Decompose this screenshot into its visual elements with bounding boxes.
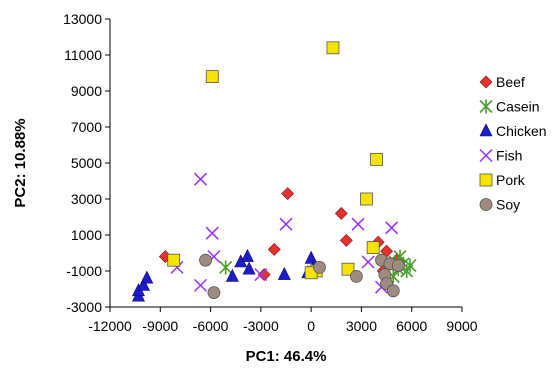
series-pork — [167, 41, 383, 280]
legend-label-chicken: Chicken — [496, 123, 547, 139]
point-soy — [349, 269, 363, 283]
point-chicken — [242, 261, 256, 275]
point-beef — [257, 268, 271, 282]
legend: Beef Casein Chicken Fish Pork Soy — [479, 74, 547, 213]
x-tick-label: -9000 — [142, 318, 178, 334]
point-pork — [205, 70, 219, 83]
point-chicken — [277, 266, 291, 280]
legend-marker-fish — [479, 148, 493, 163]
point-soy — [207, 286, 221, 300]
point-fish — [193, 278, 208, 292]
data-points — [132, 41, 417, 302]
y-tick-label: 1000 — [71, 227, 102, 243]
point-pork — [370, 152, 383, 166]
legend-item-casein: Casein — [479, 99, 540, 115]
x-tick-label: 9000 — [446, 318, 477, 334]
point-chicken — [240, 248, 254, 262]
legend-label-casein: Casein — [496, 99, 540, 115]
point-soy — [386, 284, 400, 298]
legend-item-soy: Soy — [479, 197, 520, 213]
point-chicken — [140, 270, 154, 284]
point-chicken — [137, 277, 151, 291]
y-tick-label: 13000 — [63, 11, 102, 27]
point-fish — [351, 217, 365, 231]
x-axis-title: PC1: 46.4% — [246, 348, 327, 365]
point-pork — [167, 253, 181, 267]
y-tick-label: 5000 — [71, 155, 102, 171]
x-tick-label: 3000 — [346, 318, 377, 334]
legend-label-pork: Pork — [496, 172, 526, 188]
point-soy — [199, 253, 212, 267]
point-pork — [360, 192, 373, 206]
x-tick-label: -6000 — [193, 318, 229, 334]
x-tick-label: 0 — [307, 318, 315, 334]
axes: -3000 -1000 1000 3000 5000 7000 9000 11000 13000… — [63, 11, 478, 334]
point-pork — [341, 262, 355, 276]
y-tick-label: 3000 — [71, 191, 102, 207]
point-fish — [254, 268, 268, 282]
legend-marker-beef — [479, 75, 493, 89]
point-fish — [385, 221, 399, 235]
point-fish — [193, 172, 208, 186]
point-soy — [391, 259, 405, 273]
y-tick-label: -3000 — [66, 299, 102, 315]
legend-item-beef: Beef — [479, 74, 525, 90]
y-axis-title: PC2: 10.88% — [12, 118, 29, 207]
legend-label-beef: Beef — [496, 74, 525, 90]
legend-item-fish: Fish — [479, 148, 522, 164]
point-beef — [267, 242, 281, 256]
point-fish — [361, 255, 375, 269]
point-beef — [334, 206, 348, 220]
point-beef — [281, 187, 295, 201]
y-tick-label: 9000 — [71, 83, 102, 99]
x-tick-label: -12000 — [88, 318, 132, 334]
legend-label-fish: Fish — [496, 148, 522, 164]
y-tick-label: 11000 — [64, 47, 102, 63]
y-tick-label: 7000 — [71, 119, 102, 135]
series-fish — [170, 172, 399, 294]
point-casein — [403, 258, 417, 273]
point-beef — [339, 233, 353, 247]
legend-marker-casein — [479, 99, 493, 114]
legend-marker-soy — [479, 198, 493, 211]
point-fish — [205, 226, 219, 240]
point-chicken — [225, 268, 239, 282]
point-soy — [313, 260, 326, 274]
y-tick-label: -1000 — [66, 263, 102, 279]
legend-item-chicken: Chicken — [479, 123, 547, 139]
x-tick-label: -3000 — [243, 318, 279, 334]
x-tick-label: 6000 — [396, 318, 427, 334]
legend-marker-pork — [479, 173, 493, 187]
series-soy — [199, 253, 405, 300]
legend-label-soy: Soy — [496, 197, 520, 213]
point-fish — [279, 217, 293, 231]
legend-marker-chicken — [479, 123, 493, 137]
legend-item-pork: Pork — [479, 172, 526, 188]
point-pork — [326, 41, 340, 55]
point-chicken — [304, 250, 318, 264]
point-casein — [219, 260, 233, 275]
point-pork — [366, 241, 380, 255]
